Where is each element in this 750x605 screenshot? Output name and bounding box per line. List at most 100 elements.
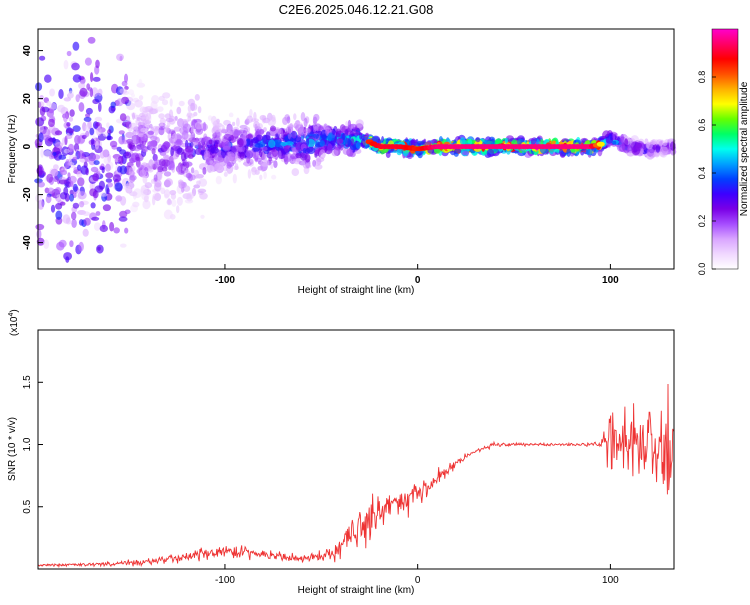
spectrogram-point — [124, 227, 129, 234]
spectrogram-point — [84, 57, 92, 66]
spectrogram-point — [164, 127, 170, 133]
spectrogram-point — [332, 129, 336, 135]
spectrogram-point — [208, 139, 213, 145]
spectrogram-point — [46, 187, 55, 195]
snr-marks — [37, 383, 674, 569]
spectrogram-y-tick-label: -20 — [22, 187, 33, 202]
spectrogram-point — [355, 119, 364, 128]
spectrogram-point — [202, 121, 207, 132]
spectrogram-point — [334, 144, 341, 151]
spectrogram-point — [630, 141, 640, 152]
spectrogram-point — [96, 126, 102, 137]
spectrogram-point — [504, 137, 508, 144]
snr-y-axis-label: SNR (10 * v/v) — [7, 417, 18, 481]
spectrogram-point — [153, 159, 157, 165]
spectrogram-point — [430, 139, 438, 145]
spectrogram-point — [94, 222, 101, 231]
spectrogram-point — [145, 119, 150, 128]
spectrogram-point — [145, 113, 151, 121]
spectrogram-point — [109, 140, 118, 148]
spectrogram-point — [40, 148, 44, 158]
spectrogram-point — [76, 171, 83, 178]
spectrogram-point — [95, 122, 100, 127]
spectrogram-ridge-point — [596, 141, 605, 147]
spectrogram-point — [120, 196, 127, 206]
spectrogram-point — [231, 145, 240, 153]
spectrogram-point — [284, 145, 289, 153]
spectrogram-point — [271, 114, 276, 122]
spectrogram-point — [101, 167, 105, 174]
spectrogram-point — [127, 89, 135, 96]
spectrogram-point — [486, 148, 495, 158]
spectrogram-point — [98, 180, 105, 190]
spectrogram-point — [45, 195, 52, 204]
spectrogram-point — [327, 133, 332, 142]
spectrogram-point — [234, 163, 239, 171]
snr-series-line — [37, 383, 674, 569]
spectrogram-point — [259, 174, 263, 181]
spectrogram-point — [199, 192, 208, 200]
spectrogram-point — [55, 141, 64, 149]
spectrogram-point — [85, 107, 93, 115]
spectrogram-point — [78, 82, 86, 90]
spectrogram-point — [342, 148, 351, 156]
spectrogram-point — [37, 181, 45, 188]
spectrogram-point — [152, 193, 159, 200]
spectrogram-point — [50, 204, 56, 213]
spectrogram-point — [305, 138, 310, 146]
spectrogram-point — [655, 144, 661, 153]
spectrogram-point — [271, 174, 277, 180]
spectrogram-point — [171, 133, 178, 143]
spectrogram-point — [87, 36, 96, 44]
spectrogram-point — [350, 138, 355, 146]
spectrogram-point — [48, 154, 54, 160]
spectrogram-point — [180, 119, 189, 124]
spectrogram-point — [135, 156, 141, 161]
spectrogram-point — [181, 186, 185, 193]
spectrogram-point — [129, 175, 136, 183]
spectrogram-point — [187, 115, 192, 122]
snr-panel: -100 0 100 0.5 1.0 1.5 Height of straight lin… — [7, 309, 675, 596]
spectrogram-point — [68, 182, 75, 188]
spectrogram-point — [190, 167, 195, 174]
spectrogram-point — [203, 150, 211, 159]
spectrogram-point — [184, 134, 193, 141]
spectrogram-point — [459, 137, 466, 145]
spectrogram-point — [95, 140, 99, 150]
spectrogram-point — [77, 191, 87, 200]
spectrogram-point — [95, 59, 100, 69]
spectrogram-point — [158, 113, 165, 119]
spectrogram-point — [97, 246, 101, 251]
spectrogram-point — [158, 127, 165, 136]
spectrogram-point — [137, 164, 144, 170]
spectrogram-point — [90, 202, 96, 209]
spectrogram-point — [71, 218, 77, 228]
spectrogram-point — [254, 157, 263, 162]
spectrogram-point — [138, 78, 143, 86]
spectrogram-point — [246, 156, 251, 164]
spectrogram-point — [87, 87, 93, 92]
spectrogram-point — [58, 154, 67, 160]
spectrogram-point — [83, 116, 92, 122]
spectrogram-point — [68, 90, 74, 99]
spectrogram-point — [170, 193, 177, 200]
spectrogram-point — [55, 203, 63, 210]
spectrogram-point — [263, 171, 267, 180]
spectrogram-point — [79, 87, 88, 97]
colorbar-tick-label: 0.8 — [697, 71, 707, 84]
spectrogram-point — [327, 143, 333, 153]
spectrogram-point — [396, 148, 402, 156]
colorbar-tick-label: 0.2 — [697, 215, 707, 228]
spectrogram-point — [164, 178, 173, 187]
spectrogram-frame — [37, 28, 675, 270]
colorbar-label: Normalized spectral amplitude — [739, 81, 750, 216]
spectrogram-point — [336, 138, 344, 144]
spectrogram-point — [37, 199, 45, 210]
spectrogram-point — [113, 227, 120, 234]
spectrogram-point — [255, 134, 263, 142]
spectrogram-point — [119, 113, 127, 122]
spectrogram-point — [66, 122, 71, 127]
spectrogram-point — [197, 106, 202, 114]
spectrogram-point — [65, 128, 75, 134]
spectrogram-point — [100, 192, 108, 197]
